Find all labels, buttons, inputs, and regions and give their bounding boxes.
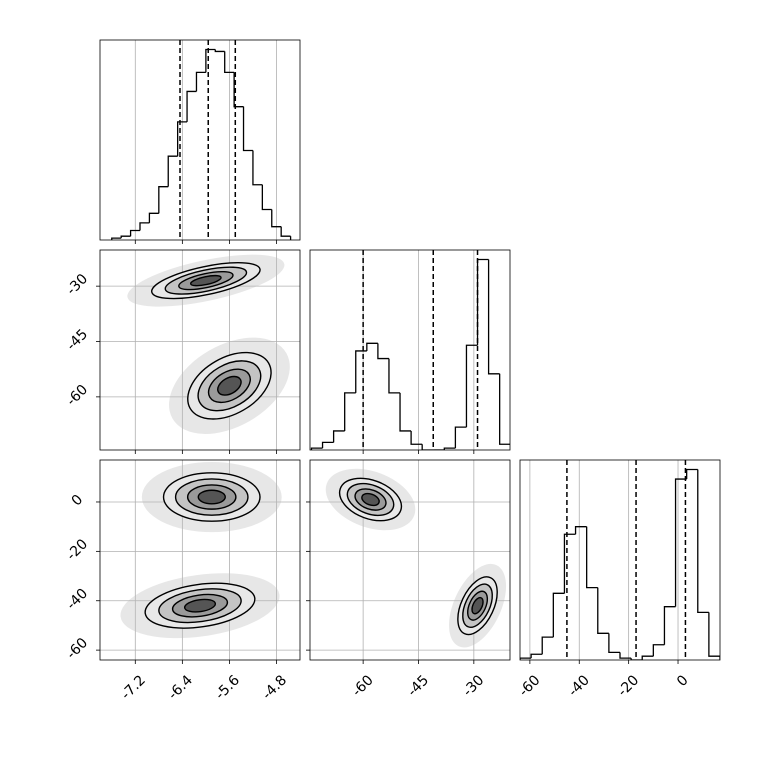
histogram-bin (129, 229, 140, 237)
panel-frame (309, 249, 511, 451)
histogram-bin (487, 259, 500, 375)
histogram-bin (465, 344, 478, 428)
histogram-bin (552, 592, 565, 638)
histogram-bin (158, 186, 169, 214)
histogram-bin (224, 51, 235, 74)
histogram-bin (586, 526, 598, 589)
histogram-bin (443, 447, 456, 450)
x-tick-label: -4.8 (259, 672, 290, 703)
histogram-bin (344, 392, 356, 431)
histogram-bin (663, 606, 676, 645)
x-tick-label: -5.6 (212, 672, 243, 703)
density-contour (190, 274, 222, 287)
histogram-bin (214, 49, 225, 53)
histogram-bin (641, 655, 654, 660)
x-tick-label: -60 (516, 672, 543, 699)
histogram-bin (332, 430, 345, 443)
histogram-bin (233, 72, 244, 108)
histogram-bin (111, 237, 122, 240)
histogram-bin (708, 612, 720, 657)
panel (520, 460, 720, 660)
histogram-bin (252, 150, 263, 186)
x-tick-label: -20 (615, 672, 642, 699)
histogram-bin (597, 587, 609, 634)
panel (111, 40, 292, 240)
histogram-bin (176, 121, 188, 157)
panel (310, 250, 510, 450)
histogram-bin (563, 533, 576, 594)
histogram-bin (410, 430, 423, 445)
histogram-bin (167, 155, 178, 187)
histogram-bin (652, 644, 665, 657)
panel-frame (519, 459, 721, 661)
histogram-bin (674, 478, 687, 607)
y-tick-label: 0 (69, 492, 87, 510)
histogram-bin (271, 209, 282, 228)
y-tick-label: -60 (64, 635, 91, 662)
y-tick-label: -30 (64, 271, 91, 298)
x-tick-label: 0 (674, 672, 692, 690)
histogram-bin (421, 444, 434, 450)
histogram-bin (619, 652, 632, 659)
histogram-bin (355, 350, 367, 393)
histogram-bin (574, 526, 587, 535)
histogram-bin (261, 184, 272, 211)
histogram-bin (697, 469, 709, 614)
panel-frame (99, 249, 301, 451)
panel-frame (309, 459, 511, 661)
histogram-bin (608, 633, 620, 654)
density-contour (217, 375, 242, 396)
histogram-bin (476, 258, 489, 346)
histogram-bin (377, 343, 389, 360)
panel (100, 460, 300, 660)
histogram-bin (499, 373, 510, 445)
histogram-bin (520, 657, 532, 660)
panel (310, 460, 510, 660)
density-contour (361, 492, 380, 507)
panel (100, 250, 300, 450)
histogram-bin (242, 106, 253, 152)
histogram-bin (195, 71, 206, 92)
y-tick-label: -60 (64, 382, 91, 409)
histogram-bin (139, 222, 150, 231)
panel-frame (99, 39, 301, 241)
density-contour (197, 489, 226, 505)
y-tick-label: -40 (64, 586, 91, 613)
x-tick-label: -7.2 (118, 672, 149, 703)
histogram-bin (321, 441, 334, 449)
histogram-bin (388, 358, 401, 394)
histogram-bin (686, 468, 698, 480)
panel-frame (99, 459, 301, 661)
histogram-bin (310, 447, 323, 450)
histogram-bin (148, 212, 159, 223)
histogram-bin (186, 90, 197, 122)
density-contour (471, 596, 484, 615)
density-contour (183, 598, 217, 613)
histogram-bin (399, 392, 412, 432)
histogram-bin (280, 226, 291, 237)
x-tick-label: -60 (349, 672, 376, 699)
x-tick-label: -45 (405, 672, 432, 699)
x-tick-label: -30 (460, 672, 487, 699)
x-tick-label: -40 (565, 672, 592, 699)
histogram-bin (205, 48, 216, 73)
x-tick-label: -6.4 (165, 672, 196, 703)
histogram-bin (541, 636, 554, 655)
histogram-bin (530, 653, 543, 659)
y-tick-label: -20 (64, 536, 91, 563)
histogram-bin (120, 235, 131, 239)
histogram-bin (366, 342, 378, 351)
histogram-bin (454, 426, 467, 449)
histogram-bin (630, 658, 643, 660)
y-tick-label: -45 (64, 326, 91, 353)
